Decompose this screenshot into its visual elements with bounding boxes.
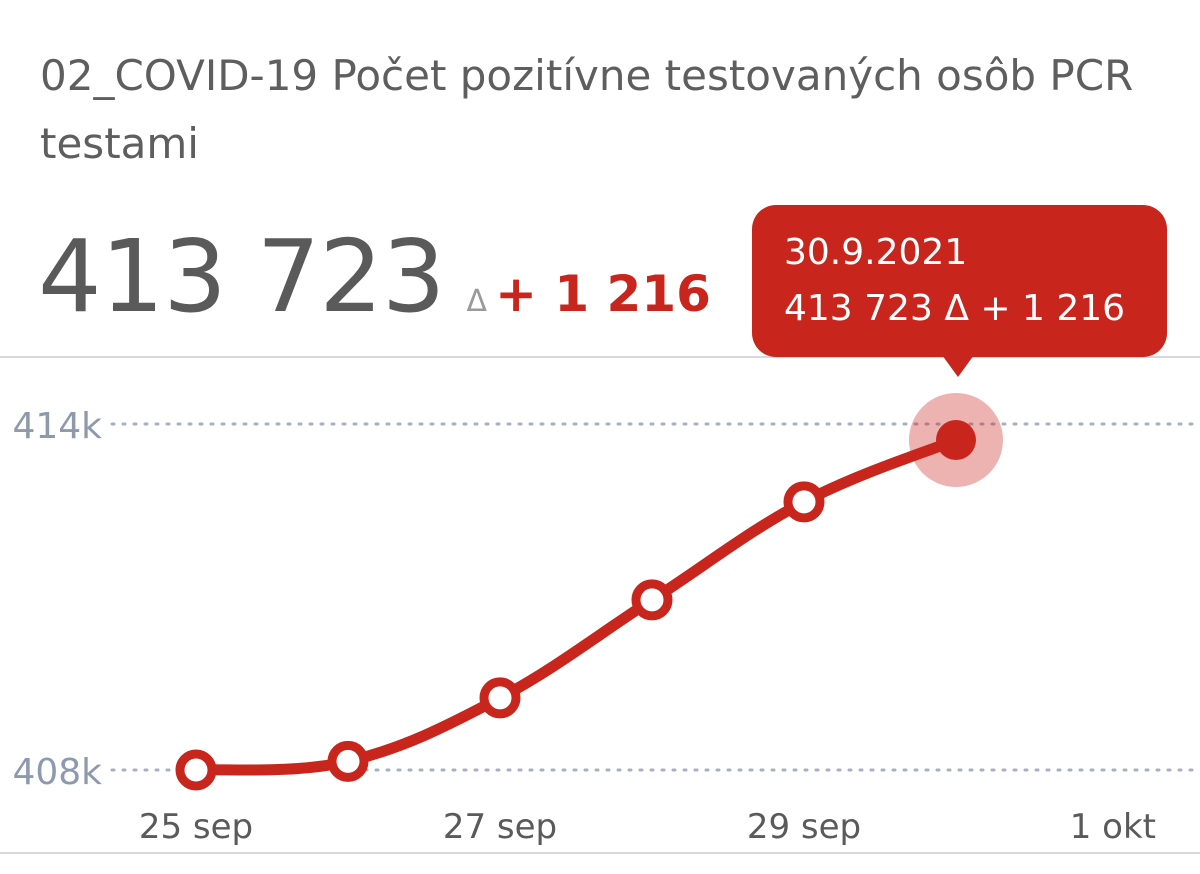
data-point[interactable] [479,677,521,719]
x-axis-labels: 25 sep 27 sep 29 sep 1 okt [139,807,1156,847]
y-tick-label: 414k [12,406,102,447]
x-tick-label: 25 sep [139,807,253,847]
delta-icon: Δ [466,284,488,319]
data-points-layer [175,392,1003,791]
y-axis-labels: 414k 408k [12,406,102,793]
y-tick-label: 408k [12,752,102,793]
tooltip-value: 413 723 Δ + 1 216 [784,288,1126,329]
x-tick-label: 1 okt [1070,807,1156,847]
x-tick-label: 29 sep [747,807,861,847]
data-point[interactable] [783,481,825,523]
data-point[interactable] [327,740,369,782]
data-point[interactable] [631,579,673,621]
tooltip-pointer [942,355,974,377]
series-line [190,434,962,776]
x-tick-label: 27 sep [443,807,557,847]
data-tooltip: 30.9.2021 413 723 Δ + 1 216 [752,205,1167,357]
tooltip-date: 30.9.2021 [784,232,968,273]
bottom-divider [0,852,1200,854]
chart-title: 02_COVID-19 Počet pozitívne testovaných … [40,51,1134,168]
data-point-highlighted[interactable] [936,419,976,460]
headline-value-group: 413 723 Δ + 1 216 [38,218,711,335]
top-divider [0,356,1200,358]
current-value: 413 723 [38,218,446,335]
data-point[interactable] [175,749,217,791]
delta-value: + 1 216 [495,265,711,323]
series-line-layer [190,434,962,776]
